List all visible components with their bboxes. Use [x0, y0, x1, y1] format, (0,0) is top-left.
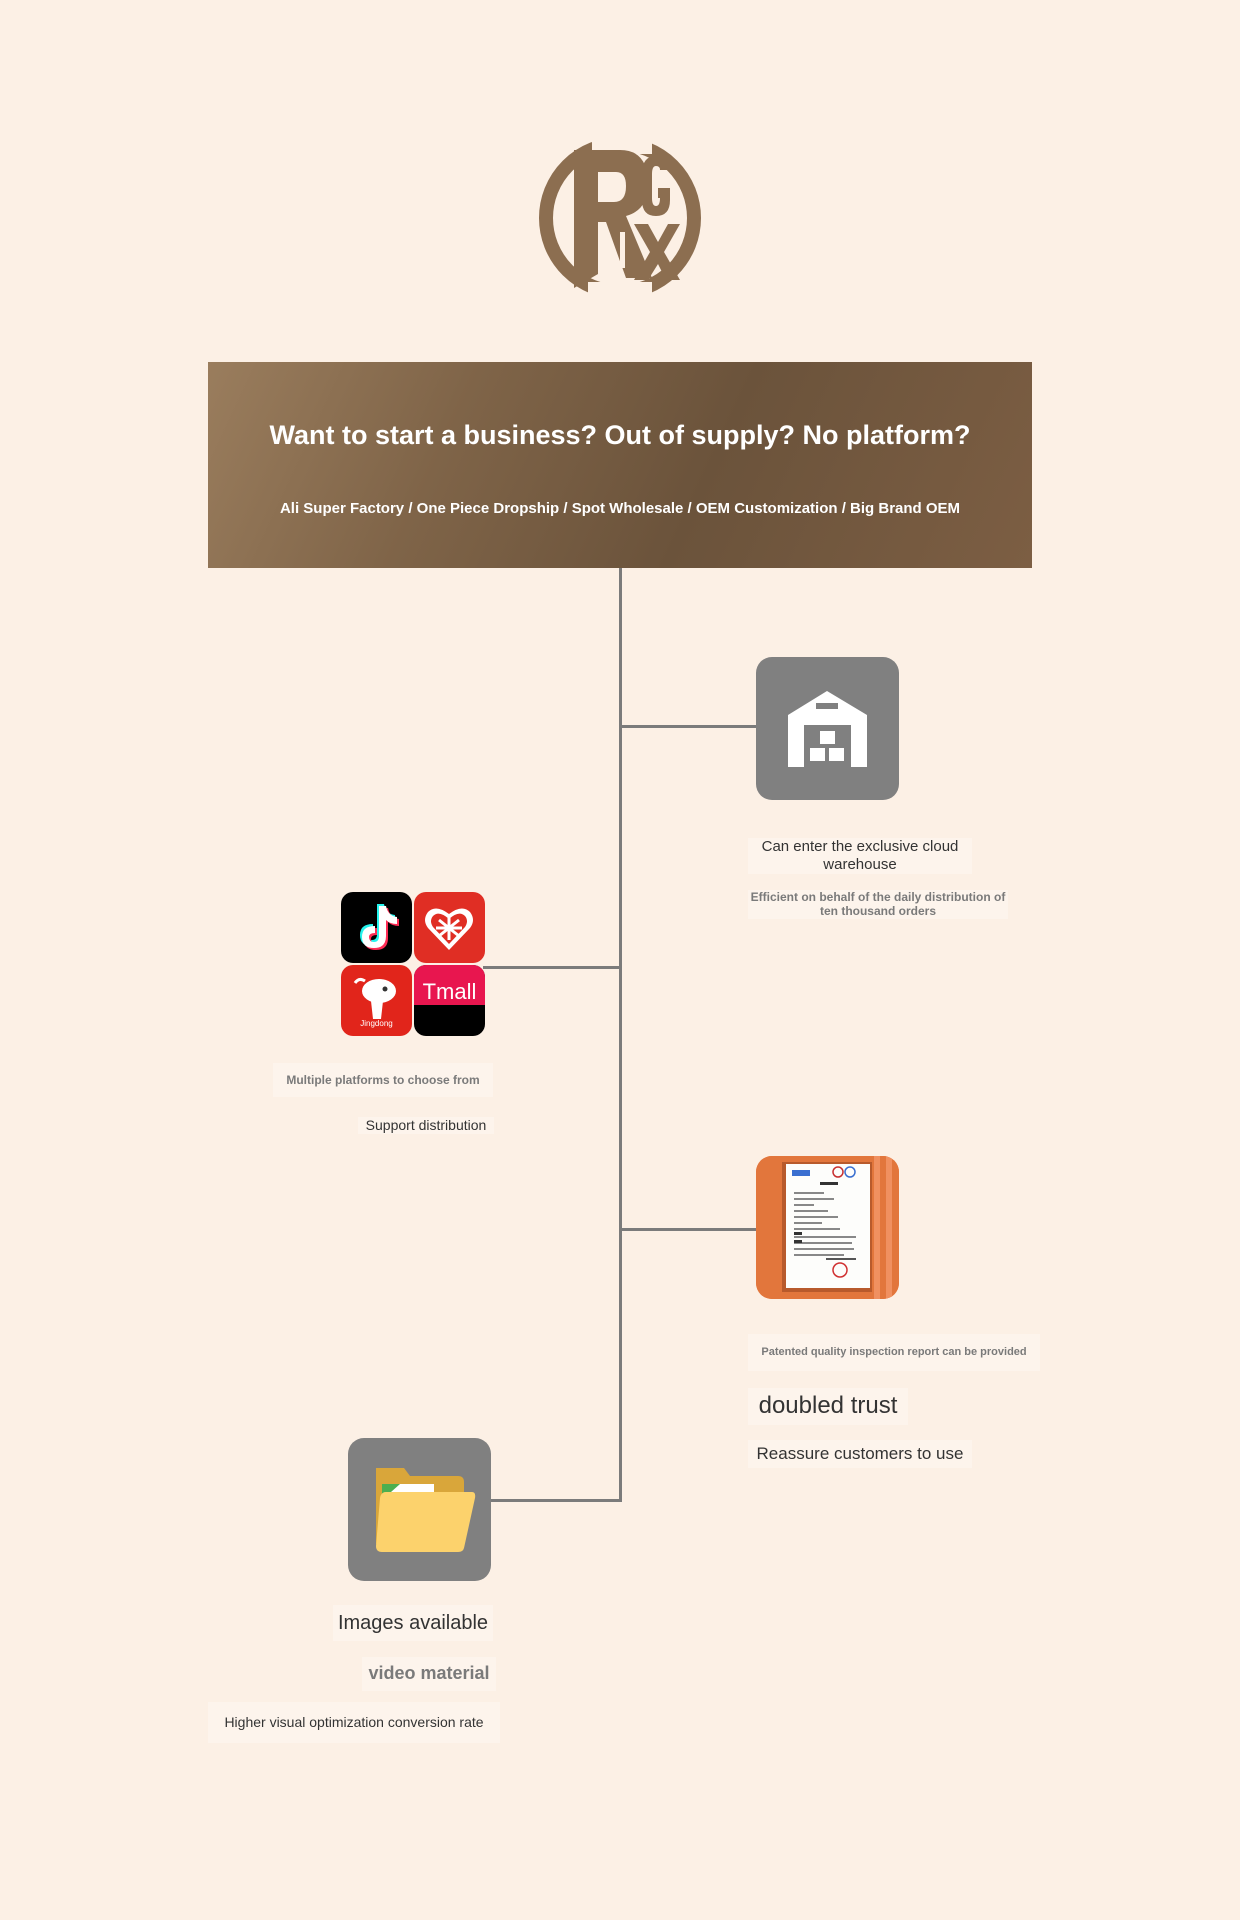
certificate-tile	[756, 1156, 899, 1299]
brand-logo	[539, 132, 701, 304]
folder-icon	[376, 1468, 476, 1552]
branch-platforms	[483, 966, 621, 969]
media-tile	[348, 1438, 491, 1581]
pinduoduo-icon	[414, 892, 485, 963]
media-title: Images available	[333, 1605, 493, 1641]
certificate-title: Patented quality inspection report can b…	[748, 1334, 1040, 1372]
branch-warehouse	[620, 725, 757, 728]
jingdong-icon: Jingdong	[341, 965, 412, 1036]
tiktok-icon	[341, 892, 412, 963]
warehouse-title: Can enter the exclusive cloud warehouse	[748, 838, 972, 874]
platforms-title: Multiple platforms to choose from	[273, 1063, 493, 1098]
branch-certificate	[620, 1228, 757, 1231]
tmall-label: Tmall	[422, 979, 477, 1004]
hero-banner: Want to start a business? Out of supply?…	[208, 362, 1032, 568]
tmall-icon: Tmall	[414, 965, 485, 1036]
platforms-desc: Support distribution	[358, 1117, 494, 1134]
certificate-icon	[756, 1156, 899, 1299]
jingdong-label: Jingdong	[360, 1019, 393, 1028]
banner-title: Want to start a business? Out of supply?…	[269, 420, 971, 450]
media-desc: Higher visual optimization conversion ra…	[208, 1702, 500, 1743]
platform-icons-grid: Jingdong Tmall	[341, 892, 485, 1036]
banner-subtitle: Ali Super Factory / One Piece Dropship /…	[279, 500, 961, 517]
branch-media	[490, 1499, 621, 1502]
media-subtitle: video material	[362, 1657, 496, 1691]
certificate-desc: Reassure customers to use	[748, 1440, 972, 1469]
warehouse-desc: Efficient on behalf of the daily distrib…	[748, 890, 1008, 919]
certificate-headline: doubled trust	[748, 1388, 908, 1425]
warehouse-icon	[788, 691, 867, 767]
timeline-trunk	[619, 568, 622, 1502]
warehouse-tile	[756, 657, 899, 800]
